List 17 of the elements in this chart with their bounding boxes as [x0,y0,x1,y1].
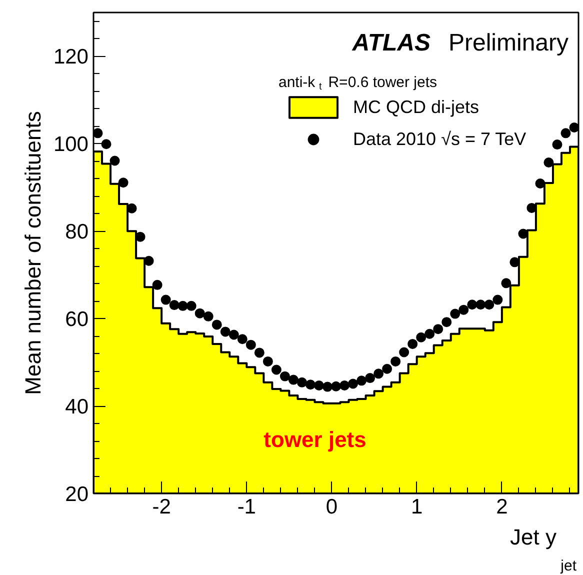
legend-label: Data 2010 √s = 7 TeV [353,128,526,150]
y-tick-label: 120 [53,46,89,69]
x-tick-label: 2 [496,496,508,518]
y-axis-title: Mean number of constituents [20,111,46,395]
x-tick-label: -2 [152,496,171,518]
x-tick-label: 0 [326,496,338,518]
y-tick-label: 100 [53,133,89,156]
legend-label: MC QCD di-jets [353,96,480,118]
x-tick-label: 1 [410,496,423,518]
y-tick-label: 20 [65,483,88,506]
annotation: tower jets [264,426,366,452]
y-tick-label: 40 [65,396,88,419]
x-tick-label: -1 [237,496,256,518]
x-axis-title: Jet yjet [510,524,578,574]
annotation: ATLAS Preliminary [351,30,569,56]
y-tick-label: 60 [65,308,88,332]
y-tick-label: 80 [65,220,88,244]
